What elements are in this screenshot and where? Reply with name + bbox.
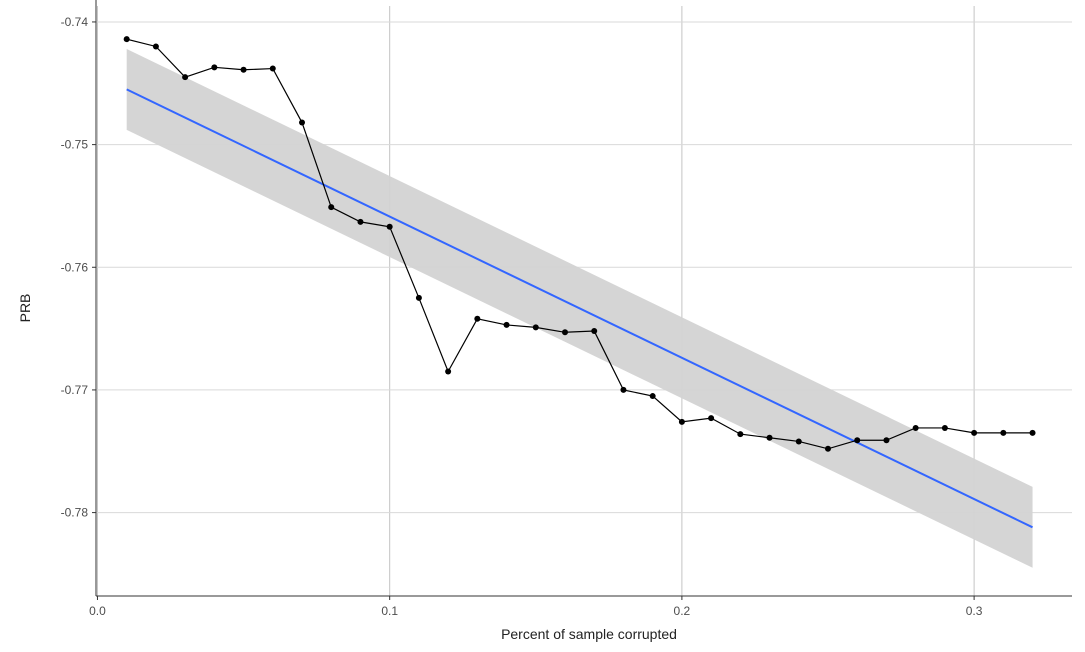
data-point bbox=[386, 223, 393, 230]
data-point bbox=[1000, 429, 1007, 436]
axis-layer bbox=[92, 0, 1072, 600]
series-layer bbox=[123, 36, 1036, 452]
data-point bbox=[708, 415, 715, 422]
grid-layer bbox=[96, 6, 1072, 596]
data-point bbox=[883, 437, 890, 444]
data-point bbox=[503, 321, 510, 328]
data-point bbox=[591, 328, 598, 335]
data-point bbox=[1029, 429, 1036, 436]
data-point bbox=[766, 434, 773, 441]
data-point bbox=[445, 368, 452, 375]
y-tick-label: -0.78 bbox=[61, 506, 89, 520]
data-point bbox=[971, 429, 978, 436]
x-axis-title: Percent of sample corrupted bbox=[501, 626, 677, 642]
x-tick-label: 0.0 bbox=[89, 604, 106, 618]
data-point bbox=[532, 324, 539, 331]
y-axis-title: PRB bbox=[17, 294, 33, 323]
data-point bbox=[415, 294, 422, 301]
y-tick-label: -0.75 bbox=[61, 138, 89, 152]
x-tick-label: 0.3 bbox=[966, 604, 983, 618]
data-point bbox=[269, 65, 276, 72]
y-tick-label: -0.76 bbox=[61, 260, 89, 274]
data-point bbox=[825, 445, 831, 452]
trend-line-layer bbox=[126, 88, 1033, 529]
x-tick-label: 0.1 bbox=[381, 604, 398, 618]
data-point bbox=[328, 204, 335, 211]
series-line bbox=[126, 38, 1033, 450]
data-point bbox=[211, 64, 218, 71]
data-point bbox=[649, 393, 656, 400]
data-point bbox=[152, 43, 159, 50]
y-tick-label: -0.77 bbox=[61, 383, 89, 397]
data-point bbox=[182, 74, 189, 81]
data-point bbox=[620, 386, 627, 393]
data-point bbox=[123, 36, 130, 43]
tick-label-layer: 0.0 0.1 0.2 0.3 -0.74 -0.75 -0.76 -0.77 -0.78 bbox=[61, 15, 983, 618]
data-point bbox=[357, 218, 364, 225]
data-point bbox=[474, 315, 481, 322]
y-tick-label: -0.74 bbox=[61, 15, 89, 29]
data-point bbox=[240, 66, 247, 73]
data-point bbox=[299, 119, 306, 126]
data-point bbox=[941, 424, 948, 431]
data-point bbox=[795, 438, 802, 445]
data-point bbox=[912, 424, 919, 431]
x-tick-label: 0.2 bbox=[674, 604, 691, 618]
data-point bbox=[562, 329, 569, 336]
trend-line bbox=[126, 88, 1033, 529]
data-point bbox=[678, 418, 685, 425]
data-point bbox=[737, 431, 744, 438]
data-point bbox=[854, 437, 861, 444]
